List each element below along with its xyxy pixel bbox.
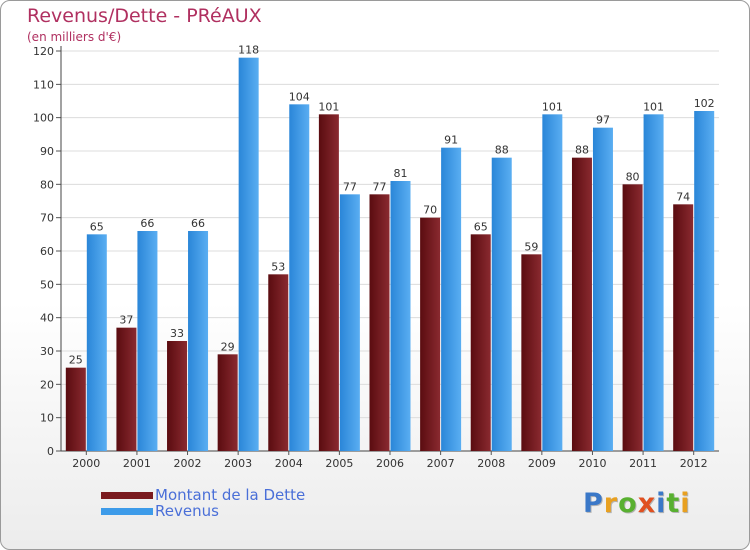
data-label-debt: 65 (474, 220, 488, 233)
y-tick-label: 120 (33, 45, 54, 58)
bar-revenue (491, 157, 512, 451)
data-label-revenue: 77 (343, 180, 357, 193)
x-tick-label: 2011 (629, 457, 657, 470)
bar-revenue (86, 234, 107, 451)
legend: Montant de la Dette Revenus (101, 486, 306, 520)
x-tick-label: 2001 (123, 457, 151, 470)
bar-revenue (592, 127, 613, 452)
logo-letter: i (656, 488, 667, 519)
logo-letter: o (618, 488, 638, 519)
bar-debt (673, 204, 694, 451)
bar-debt (622, 184, 643, 452)
data-label-debt: 77 (373, 180, 387, 193)
x-tick-label: 2006 (376, 457, 404, 470)
y-tick-label: 40 (40, 312, 54, 325)
legend-swatch-revenue (101, 507, 153, 515)
data-label-debt: 33 (170, 327, 184, 340)
bar-revenue (137, 231, 158, 451)
chart-title: Revenus/Dette - PRéAUX (27, 5, 262, 27)
bar-debt (116, 327, 137, 451)
y-tick-label: 60 (40, 245, 54, 258)
bar-debt (420, 217, 441, 451)
x-tick-label: 2008 (477, 457, 505, 470)
chart-subtitle: (en milliers d'€) (27, 30, 122, 44)
bar-revenue (238, 57, 259, 452)
data-label-debt: 80 (626, 170, 640, 183)
data-label-revenue: 88 (495, 144, 509, 157)
bar-revenue (542, 114, 563, 451)
logo-letter: P (583, 488, 604, 519)
bar-revenue (441, 147, 462, 451)
y-tick-label: 0 (47, 445, 54, 458)
x-tick-label: 2012 (680, 457, 708, 470)
x-tick-label: 2003 (224, 457, 252, 470)
x-tick-label: 2002 (174, 457, 202, 470)
logo-letter: t (666, 488, 681, 519)
bar-debt (167, 341, 188, 451)
y-tick-label: 20 (40, 378, 54, 391)
bar-debt (470, 234, 491, 451)
data-label-revenue: 81 (394, 167, 408, 180)
y-tick-label: 30 (40, 345, 54, 358)
bar-revenue (694, 111, 715, 451)
bar-revenue (188, 231, 209, 451)
data-label-revenue: 104 (289, 90, 310, 103)
y-tick-label: 10 (40, 412, 54, 425)
data-label-revenue: 102 (694, 97, 715, 110)
bar-revenue (289, 104, 310, 451)
x-tick-label: 2010 (578, 457, 606, 470)
y-tick-label: 70 (40, 212, 54, 225)
data-label-debt: 53 (271, 260, 285, 273)
data-label-revenue: 97 (596, 114, 610, 127)
legend-item-debt: Montant de la Dette (101, 486, 306, 504)
logo-letter: i (680, 488, 691, 519)
y-tick-label: 50 (40, 278, 54, 291)
data-label-revenue: 91 (444, 134, 458, 147)
data-label-revenue: 66 (191, 217, 205, 230)
x-tick-label: 2007 (427, 457, 455, 470)
legend-label-revenue: Revenus (155, 502, 219, 520)
data-label-debt: 88 (575, 144, 589, 157)
x-tick-label: 2009 (528, 457, 556, 470)
bar-debt (268, 274, 289, 451)
data-label-debt: 74 (676, 190, 690, 203)
x-tick-label: 2004 (275, 457, 303, 470)
x-tick-label: 2005 (325, 457, 353, 470)
logo-letter: r (603, 488, 619, 519)
bar-revenue (643, 114, 664, 451)
bar-debt (521, 254, 542, 451)
bar-debt (217, 354, 238, 451)
proxiti-logo: Proxiti (583, 488, 691, 519)
data-label-debt: 37 (119, 314, 133, 327)
y-tick-label: 80 (40, 178, 54, 191)
data-label-revenue: 101 (643, 100, 664, 113)
y-tick-label: 90 (40, 145, 54, 158)
data-label-debt: 59 (524, 240, 538, 253)
bar-debt (65, 367, 86, 451)
x-tick-label: 2000 (72, 457, 100, 470)
bar-revenue (339, 194, 360, 452)
legend-swatch-debt (101, 491, 153, 499)
bar-revenue (390, 181, 411, 451)
data-label-revenue: 65 (90, 220, 104, 233)
y-tick-label: 110 (33, 78, 54, 91)
data-label-debt: 70 (423, 204, 437, 217)
bar-debt (318, 114, 339, 451)
bar-debt (571, 157, 592, 451)
data-label-debt: 101 (318, 100, 339, 113)
legend-label-debt: Montant de la Dette (155, 486, 306, 504)
bar-debt (369, 194, 390, 452)
data-label-revenue: 118 (238, 44, 259, 57)
legend-item-revenue: Revenus (101, 502, 305, 520)
y-tick-label: 100 (33, 112, 54, 125)
logo-letter: x (637, 488, 657, 519)
data-label-revenue: 66 (140, 217, 154, 230)
data-label-debt: 29 (221, 340, 235, 353)
data-label-revenue: 101 (542, 100, 563, 113)
data-label-debt: 25 (69, 354, 83, 367)
